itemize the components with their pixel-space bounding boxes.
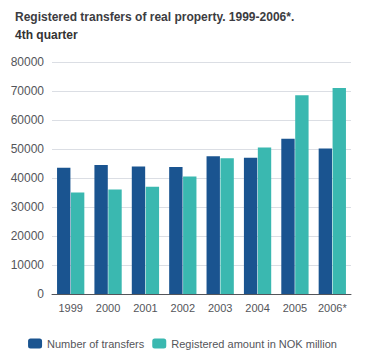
svg-text:1999: 1999 <box>58 302 82 314</box>
svg-text:2006*: 2006* <box>318 302 347 314</box>
svg-text:0: 0 <box>37 287 44 301</box>
svg-text:60000: 60000 <box>11 113 45 127</box>
svg-text:50000: 50000 <box>11 142 45 156</box>
svg-text:10000: 10000 <box>11 258 45 272</box>
svg-text:4th quarter: 4th quarter <box>15 28 78 42</box>
svg-text:40000: 40000 <box>11 171 45 185</box>
svg-text:2004: 2004 <box>245 302 269 314</box>
svg-text:2002: 2002 <box>171 302 195 314</box>
svg-text:70000: 70000 <box>11 84 45 98</box>
svg-text:30000: 30000 <box>11 200 45 214</box>
svg-text:Number of transfers: Number of transfers <box>47 338 145 350</box>
svg-text:Registered transfers of real p: Registered transfers of real property. 1… <box>15 10 294 24</box>
svg-text:2003: 2003 <box>208 302 232 314</box>
svg-text:2001: 2001 <box>133 302 157 314</box>
svg-text:80000: 80000 <box>11 55 45 69</box>
svg-text:2005: 2005 <box>283 302 307 314</box>
svg-text:2000: 2000 <box>96 302 120 314</box>
svg-text:Registered amount in NOK milli: Registered amount in NOK million <box>171 338 337 350</box>
svg-text:20000: 20000 <box>11 229 45 243</box>
